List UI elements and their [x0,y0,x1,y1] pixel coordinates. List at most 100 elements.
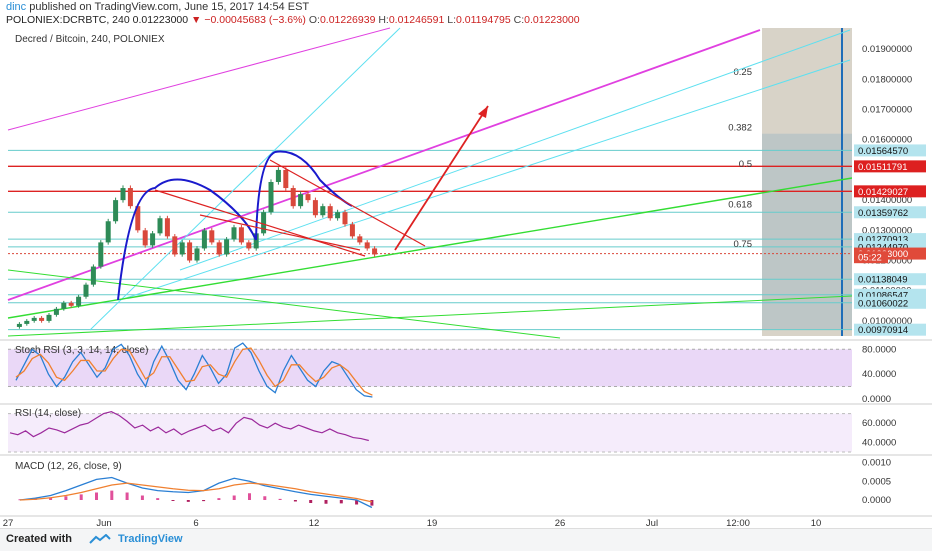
price-tag-bg [854,144,926,157]
time-axis-label: 12:00 [726,518,750,528]
trend-line [7,29,761,301]
close-label: C: [513,14,525,26]
candle-body [364,242,370,249]
rsi-axis-label: 40.0000 [862,437,896,448]
main-pane-title: Decred / Bitcoin, 240, POLONIEX [15,34,165,45]
high-label: H: [378,14,389,26]
low-value: 0.01194795 [456,14,511,26]
candle-body [53,308,59,315]
price-axis-label: 0.01700000 [862,105,912,116]
time-axis-label: 26 [555,518,566,528]
price-tag-label: 0.01060022 [858,298,908,309]
candle-body [335,212,341,219]
candle-body [187,242,193,261]
macd-axis-label: 0.0000 [862,495,891,506]
price-tag-label: 0.00970914 [858,325,908,336]
fib-shade-lower [762,133,852,330]
low-label: L: [447,14,457,26]
macd-histogram-bar [248,493,251,500]
trend-line [89,27,401,331]
chart-canvas[interactable]: 0.25 0.382 0.5 0.618 0.75 Decred / Bitcoin, 2… [0,0,932,528]
price-tag-label: 05:22 [858,253,882,264]
tradingview-brand-link[interactable]: TradingView [118,533,183,545]
price-tag-bg [854,247,926,260]
time-axis-label: Jun [96,518,111,528]
price-axis-label: 0.01300000 [862,225,912,236]
trend-line [7,27,391,131]
macd-MACD-line [19,476,373,509]
candle-body [231,227,237,240]
candle-body [16,323,22,327]
author-name[interactable]: dinc [6,1,27,13]
price-tag: 0.01359762 [854,206,926,219]
tradingview-cloud-icon [89,534,111,544]
candle-body [216,242,222,255]
candle-body [90,266,96,285]
candle-body [39,317,45,321]
stoch-D-line [15,347,373,396]
macd-histogram-bar [355,500,359,505]
candle-body [224,239,230,255]
candle-body [120,188,126,201]
candle-body [305,194,311,201]
projection-arrowhead [478,106,488,118]
close-value: 0.01223000 [524,14,580,26]
macd-histogram-bar [293,500,297,502]
candle-body [349,224,355,237]
footer-bar: Created with TradingView [0,528,932,551]
candle-body [238,227,244,243]
candle-body [61,302,67,309]
macd-histogram-bar [217,498,221,500]
created-with-text: Created with [6,533,73,545]
wedge-line-2 [269,159,426,247]
macd-histogram-bar [79,494,83,500]
macd-histogram-bar [95,492,98,500]
price-tag-label: 0.01138049 [858,275,908,286]
price-tag-label: 0.01511791 [858,162,908,173]
candle-body [157,218,163,234]
candle-body [275,169,281,182]
candle-body [135,206,141,231]
time-axis-label: Jul [646,518,658,528]
rsi-axis-label: 60.0000 [862,418,896,429]
price-tag: 0.01564570 [854,144,926,157]
wedge-line-3 [199,214,361,251]
candle-body [357,236,363,243]
candle-body [209,230,215,243]
macd-histogram-bar [171,500,175,501]
macd-histogram-bar [156,498,160,500]
trend-line [179,29,851,271]
macd-histogram-bar [278,498,282,500]
price-tag-bg [854,273,926,286]
ohlc-line: POLONIEX:DCRBTC, 240 0.01223000 ▼ −0.000… [6,14,580,26]
pane-band [8,413,852,452]
fib-ratio-label: 0.382 [728,123,752,134]
price-tag-label: 0.01429027 [858,187,908,198]
price-tag: 0.01060022 [854,296,926,309]
stoch-axis-label: 0.0000 [862,394,891,405]
candle-body [327,206,333,219]
fib-ratio-label: 0.25 [734,67,753,78]
candle-body [372,248,378,255]
last-price: 0.01223000 [132,14,189,26]
pane-band [8,349,852,387]
stoch-axis-label: 80.0000 [862,344,896,355]
candle-body [261,212,267,234]
pattern-arc-right [255,150,353,241]
candle-body [68,302,74,306]
candle-body [290,188,296,207]
projection-arrow [394,105,489,251]
macd-histogram-bar [64,496,68,500]
price-tag-label: 0.01086547 [858,290,908,301]
candle-body [24,320,30,324]
candle-body [98,242,104,267]
macd-pane-title: MACD (12, 26, close, 9) [15,461,122,472]
price-axis-label: 0.01900000 [862,44,912,55]
candle-body [298,194,304,207]
price-tag: 0.01429027 [854,185,926,198]
time-axis-label: 6 [193,518,198,528]
candle-body [46,314,52,321]
candle-body [113,200,119,222]
publish-info: published on TradingView.com, June 15, 2… [29,1,310,13]
candle-body [253,233,259,249]
